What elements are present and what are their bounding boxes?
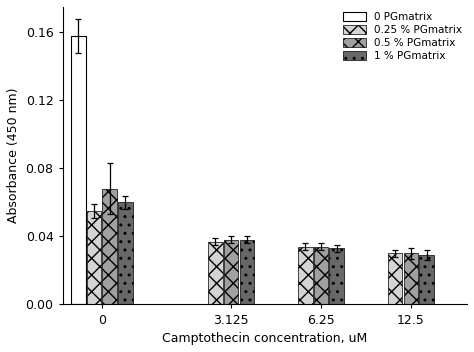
Bar <box>224 240 238 304</box>
Bar <box>388 253 402 304</box>
Bar <box>208 241 223 304</box>
Legend: 0 PGmatrix, 0.25 % PGmatrix, 0.5 % PGmatrix, 1 % PGmatrix: 0 PGmatrix, 0.25 % PGmatrix, 0.5 % PGmat… <box>340 10 464 63</box>
Bar <box>71 36 86 304</box>
Bar <box>314 247 328 304</box>
Bar <box>298 247 312 304</box>
Bar <box>403 253 418 304</box>
Bar <box>118 202 133 304</box>
Bar <box>87 211 101 304</box>
Bar <box>239 240 254 304</box>
Bar <box>329 249 344 304</box>
Bar <box>102 189 117 304</box>
Y-axis label: Absorbance (450 nm): Absorbance (450 nm) <box>7 88 20 224</box>
Bar <box>419 255 434 304</box>
X-axis label: Camptothecin concentration, uM: Camptothecin concentration, uM <box>162 332 367 345</box>
